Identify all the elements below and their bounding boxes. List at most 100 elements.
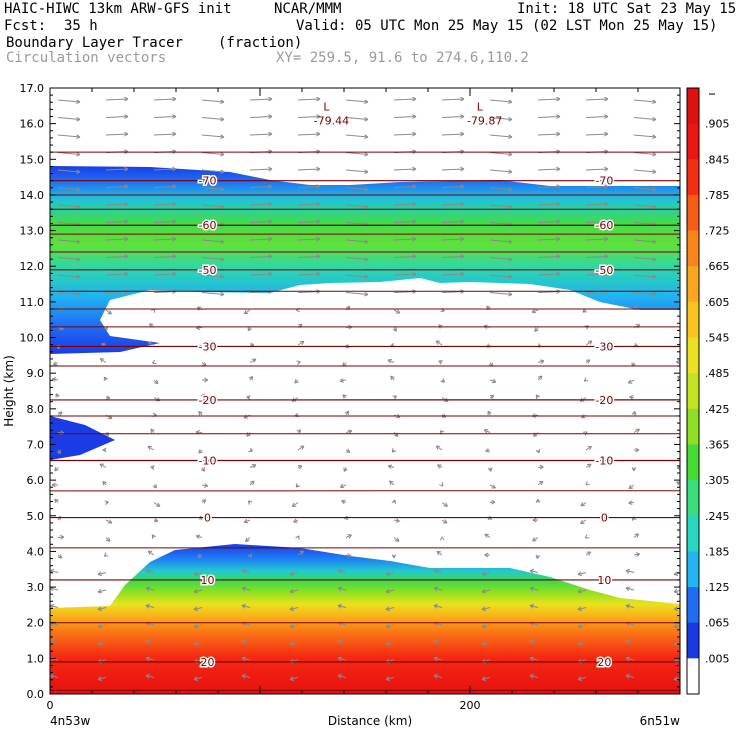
circulation-vector: [197, 553, 203, 558]
circulation-vector: [241, 586, 251, 592]
vector-head: [397, 309, 401, 314]
vector-shaft: [489, 222, 513, 225]
vector-head: [51, 484, 56, 488]
circulation-vector: [105, 254, 129, 260]
vector-head: [268, 219, 273, 222]
vector-head: [104, 376, 108, 380]
upper-tracer-layer: [50, 166, 680, 354]
vector-shaft: [585, 98, 609, 101]
circulation-vector: [537, 236, 561, 242]
vector-head: [580, 519, 583, 524]
vector-shaft: [585, 238, 609, 241]
circulation-vector: [297, 464, 303, 470]
temperature-contour: [50, 326, 680, 328]
vector-head: [145, 570, 150, 574]
vector-shaft: [105, 519, 113, 524]
xy-coordinates: XY= 259.5, 91.6 to 274.6,110.2: [276, 50, 529, 66]
vector-shaft: [441, 221, 465, 223]
vector-shaft: [201, 239, 225, 243]
circulation-vector: [489, 378, 497, 384]
vector-head: [103, 552, 107, 557]
circulation-vector: [585, 359, 591, 364]
colorbar-label: .425: [705, 403, 730, 416]
vector-head: [539, 464, 544, 468]
circulation-vector: [577, 676, 587, 681]
x-axis-title: Distance (km): [328, 714, 412, 728]
vector-head: [438, 324, 443, 327]
vector-head: [54, 469, 59, 472]
circulation-vector: [483, 429, 491, 434]
circulation-vector: [577, 571, 587, 576]
vector-head: [241, 605, 246, 609]
circulation-vector: [249, 358, 257, 363]
circulation-vector: [440, 378, 446, 383]
vector-shaft: [145, 622, 155, 626]
circulation-vector: [57, 291, 81, 297]
vector-head: [220, 291, 225, 295]
vector-shaft: [297, 203, 321, 206]
circulation-vector: [529, 586, 539, 592]
y-tick-label: 3.0: [27, 581, 45, 594]
circulation-vector: [489, 151, 513, 157]
vector-head: [252, 480, 255, 486]
vector-shaft: [577, 642, 587, 645]
colorbar-swatch: [687, 658, 699, 695]
vector-head: [124, 273, 129, 277]
vector-head: [54, 498, 57, 504]
vector-shaft: [50, 675, 59, 678]
vector-head: [289, 588, 294, 593]
vector-shaft: [249, 464, 257, 468]
vector-shaft: [249, 221, 273, 223]
vector-shaft: [153, 256, 177, 258]
circulation-vector: [390, 375, 395, 381]
vector-head: [268, 273, 273, 277]
vector-head: [241, 640, 246, 644]
vector-head: [460, 291, 465, 295]
vector-head: [435, 445, 439, 450]
vector-head: [484, 552, 489, 556]
vector-head: [556, 256, 561, 260]
vector-head: [412, 96, 417, 100]
vector-head: [344, 410, 349, 414]
vector-shaft: [249, 186, 273, 188]
circulation-vector: [389, 480, 395, 486]
vector-shaft: [529, 640, 539, 643]
vector-shaft: [585, 133, 609, 136]
vector-head: [154, 517, 159, 522]
circulation-vector: [681, 555, 685, 559]
vector-head: [52, 377, 57, 380]
circulation-vector: [193, 641, 203, 646]
circulation-vector: [584, 325, 589, 330]
vector-shaft: [97, 642, 107, 645]
vector-shaft: [297, 168, 321, 171]
vector-head: [700, 167, 704, 169]
vector-head: [316, 131, 321, 135]
y-tick-label: 1.0: [27, 652, 45, 665]
circulation-vector: [345, 291, 369, 297]
vector-head: [681, 499, 684, 502]
vector-head: [241, 675, 246, 679]
vector-shaft: [682, 555, 684, 559]
field1-units: (fraction): [218, 35, 303, 51]
contour-label: -10: [595, 455, 613, 468]
vector-shaft: [585, 273, 609, 276]
circulation-vector: [393, 114, 417, 120]
vector-head: [246, 432, 249, 437]
vector-head: [268, 168, 273, 172]
vector-head: [412, 133, 417, 137]
vector-head: [652, 276, 657, 280]
circulation-vector: [537, 271, 561, 277]
circulation-vector: [105, 219, 129, 225]
circulation-vector: [436, 550, 443, 556]
vector-head: [701, 257, 704, 259]
vector-head: [76, 206, 81, 210]
colorbar-swatch: [687, 587, 699, 624]
circulation-vector: [339, 378, 347, 383]
vector-head: [204, 483, 209, 487]
vector-shaft: [153, 133, 177, 136]
circulation-vector: [297, 184, 321, 190]
vector-head: [625, 675, 630, 679]
circulation-vector: [343, 467, 348, 472]
colorbar-label: .245: [705, 510, 730, 523]
circulation-vector: [295, 535, 300, 540]
